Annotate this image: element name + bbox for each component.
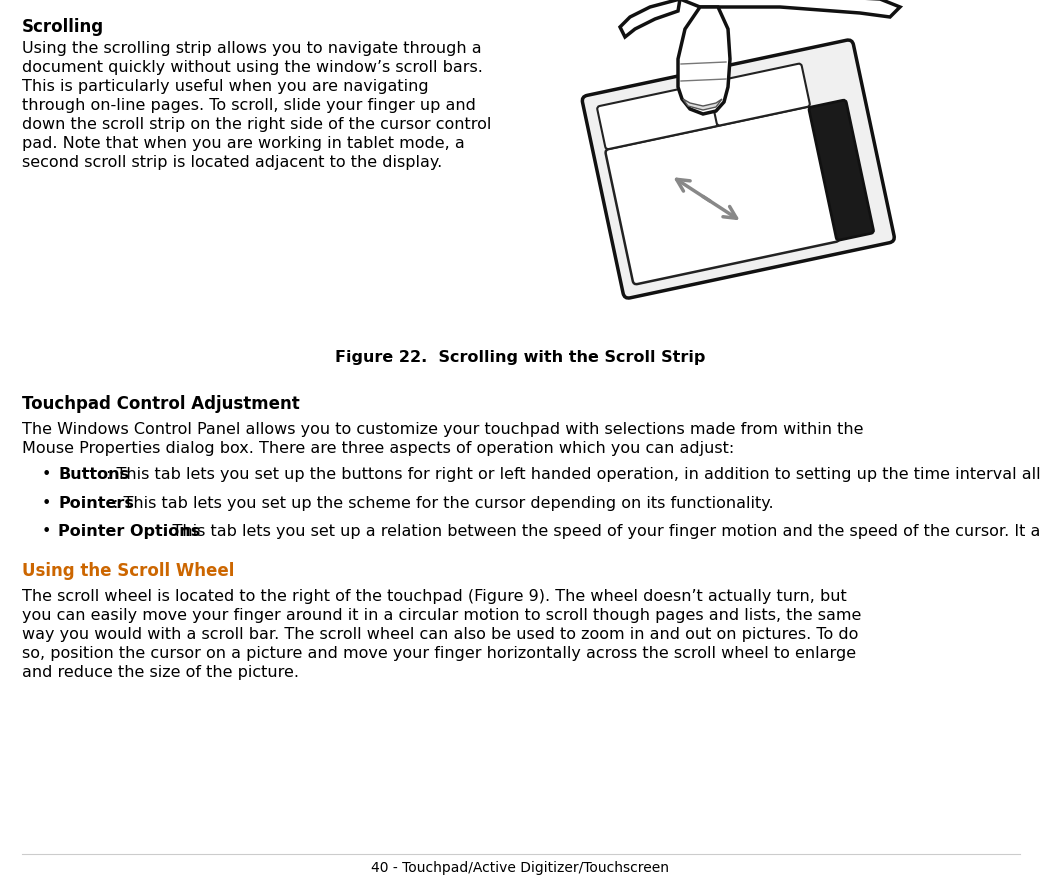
FancyBboxPatch shape — [605, 108, 839, 284]
Text: The scroll wheel is located to the right of the touchpad (Figure 9). The wheel d: The scroll wheel is located to the right… — [22, 588, 847, 603]
FancyBboxPatch shape — [708, 65, 810, 126]
Text: way you would with a scroll bar. The scroll wheel can also be used to zoom in an: way you would with a scroll bar. The scr… — [22, 626, 858, 641]
Text: down the scroll strip on the right side of the cursor control: down the scroll strip on the right side … — [22, 117, 491, 132]
Text: : This tab lets you set up a relation between the speed of your finger motion an: : This tab lets you set up a relation be… — [161, 523, 1040, 538]
Text: through on-line pages. To scroll, slide your finger up and: through on-line pages. To scroll, slide … — [22, 97, 476, 112]
Text: This is particularly useful when you are navigating: This is particularly useful when you are… — [22, 79, 428, 94]
Text: document quickly without using the window’s scroll bars.: document quickly without using the windo… — [22, 60, 483, 75]
FancyBboxPatch shape — [809, 101, 874, 241]
Polygon shape — [683, 100, 722, 111]
Text: The Windows Control Panel allows you to customize your touchpad with selections : The Windows Control Panel allows you to … — [22, 421, 863, 436]
Polygon shape — [620, 0, 680, 38]
Text: Using the scrolling strip allows you to navigate through a: Using the scrolling strip allows you to … — [22, 40, 482, 55]
Text: Figure 22.  Scrolling with the Scroll Strip: Figure 22. Scrolling with the Scroll Str… — [335, 349, 705, 364]
Text: •: • — [42, 495, 51, 510]
Text: •: • — [42, 523, 51, 538]
Text: 40 - Touchpad/Active Digitizer/Touchscreen: 40 - Touchpad/Active Digitizer/Touchscre… — [371, 860, 669, 874]
Text: : This tab lets you set up the scheme for the cursor depending on its functional: : This tab lets you set up the scheme fo… — [113, 495, 774, 510]
Text: Mouse Properties dialog box. There are three aspects of operation which you can : Mouse Properties dialog box. There are t… — [22, 440, 734, 455]
Polygon shape — [678, 8, 730, 115]
FancyBboxPatch shape — [582, 41, 894, 299]
Text: and reduce the size of the picture.: and reduce the size of the picture. — [22, 664, 300, 679]
Text: : This tab lets you set up the buttons for right or left handed operation, in ad: : This tab lets you set up the buttons f… — [106, 467, 1040, 482]
Text: Buttons: Buttons — [58, 467, 129, 482]
Text: Pointer Options: Pointer Options — [58, 523, 201, 538]
Text: Scrolling: Scrolling — [22, 18, 104, 36]
Text: you can easily move your finger around it in a circular motion to scroll though : you can easily move your finger around i… — [22, 607, 861, 623]
Text: pad. Note that when you are working in tablet mode, a: pad. Note that when you are working in t… — [22, 135, 465, 151]
Text: •: • — [42, 467, 51, 482]
Text: Using the Scroll Wheel: Using the Scroll Wheel — [22, 562, 234, 579]
Text: so, position the cursor on a picture and move your finger horizontally across th: so, position the cursor on a picture and… — [22, 645, 856, 660]
FancyBboxPatch shape — [597, 84, 718, 150]
Polygon shape — [680, 0, 900, 18]
Text: Pointers: Pointers — [58, 495, 134, 510]
Text: Touchpad Control Adjustment: Touchpad Control Adjustment — [22, 394, 300, 413]
Text: second scroll strip is located adjacent to the display.: second scroll strip is located adjacent … — [22, 155, 442, 169]
